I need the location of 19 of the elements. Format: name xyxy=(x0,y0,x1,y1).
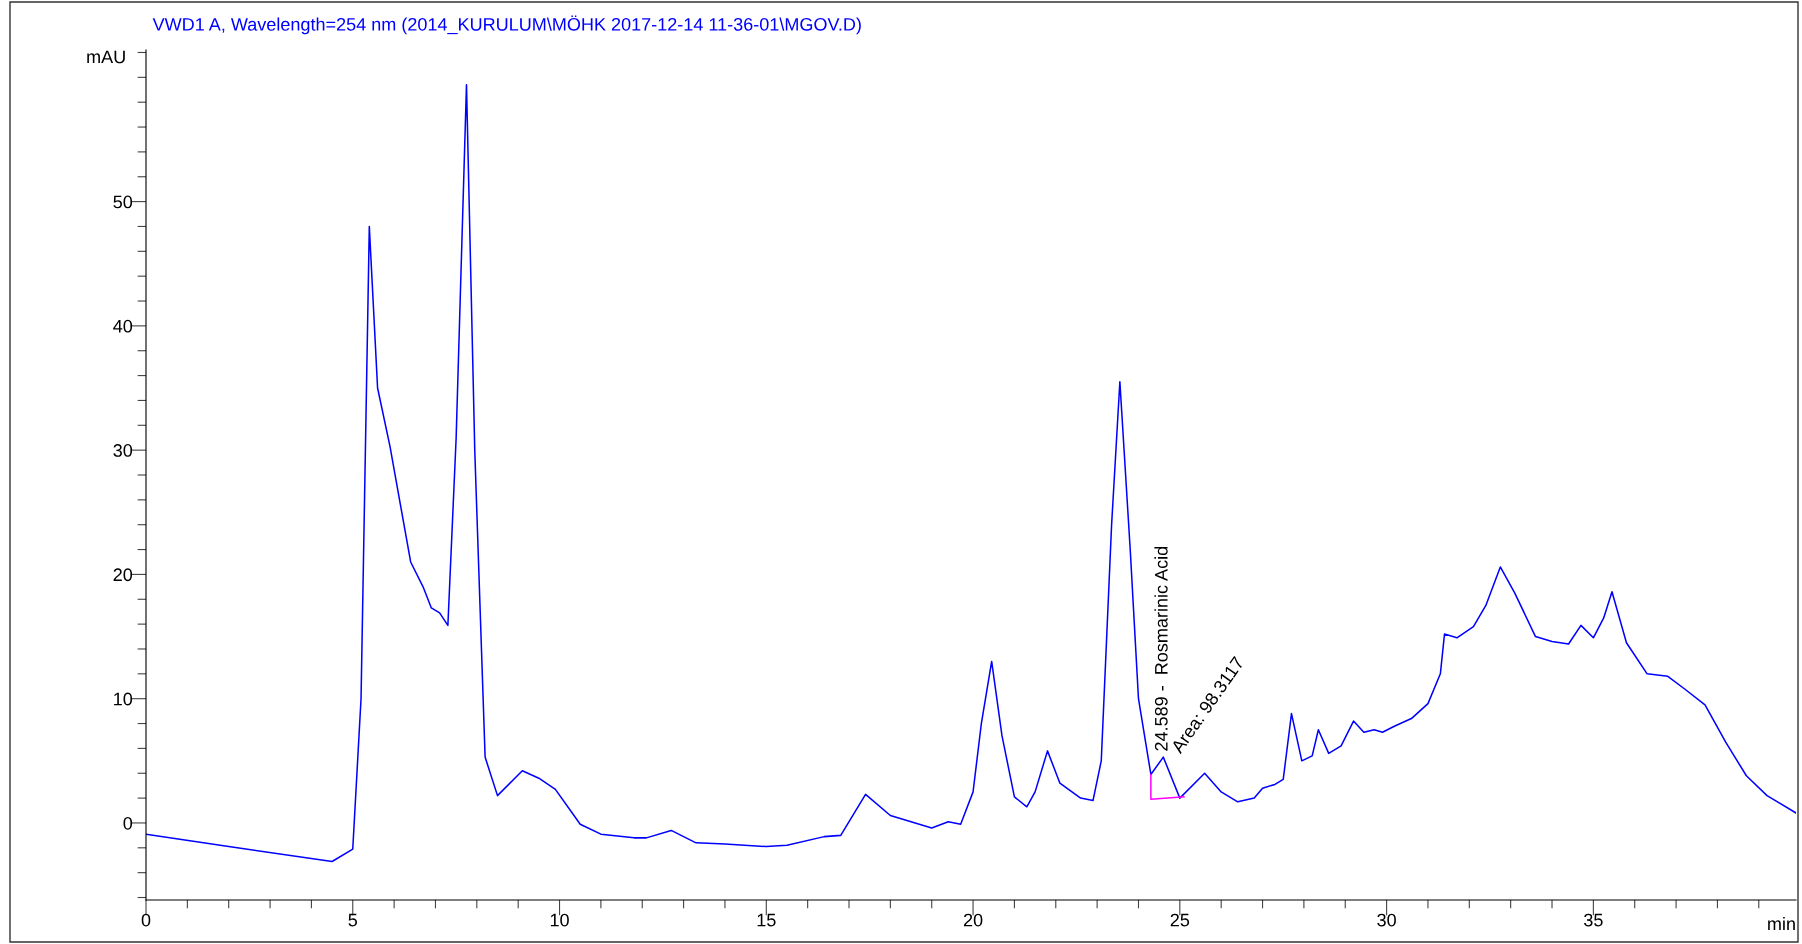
x-tick-label: 20 xyxy=(963,913,983,927)
annotation: 24.589 - Rosmarinic Acid xyxy=(1154,546,1168,751)
y-tick-label: 50 xyxy=(113,195,133,209)
x-tick-label: 10 xyxy=(550,913,569,927)
x-tick-label: 5 xyxy=(348,913,358,927)
chart-title: VWD1 A, Wavelength=254 nm (2014_KURULUM\MÖHK 2017-12-14 11-36-01\MGOV.D) xyxy=(152,15,861,35)
x-tick-label: 25 xyxy=(1170,913,1190,927)
x-tick-label: 15 xyxy=(757,913,776,927)
x-axis-title: min xyxy=(1768,917,1795,931)
y-tick-label: 20 xyxy=(113,568,133,582)
y-tick-label: 10 xyxy=(114,692,133,706)
x-tick-label: 35 xyxy=(1584,913,1603,927)
y-tick-label: 30 xyxy=(113,444,133,457)
line-series xyxy=(146,84,1796,863)
y-tick-label: 40 xyxy=(113,319,133,333)
x-tick-label: 30 xyxy=(1377,913,1396,927)
y-tick-label: 0 xyxy=(123,816,133,830)
y-axis-title: mAU xyxy=(87,50,125,64)
x-tick-label: 0 xyxy=(141,913,151,927)
